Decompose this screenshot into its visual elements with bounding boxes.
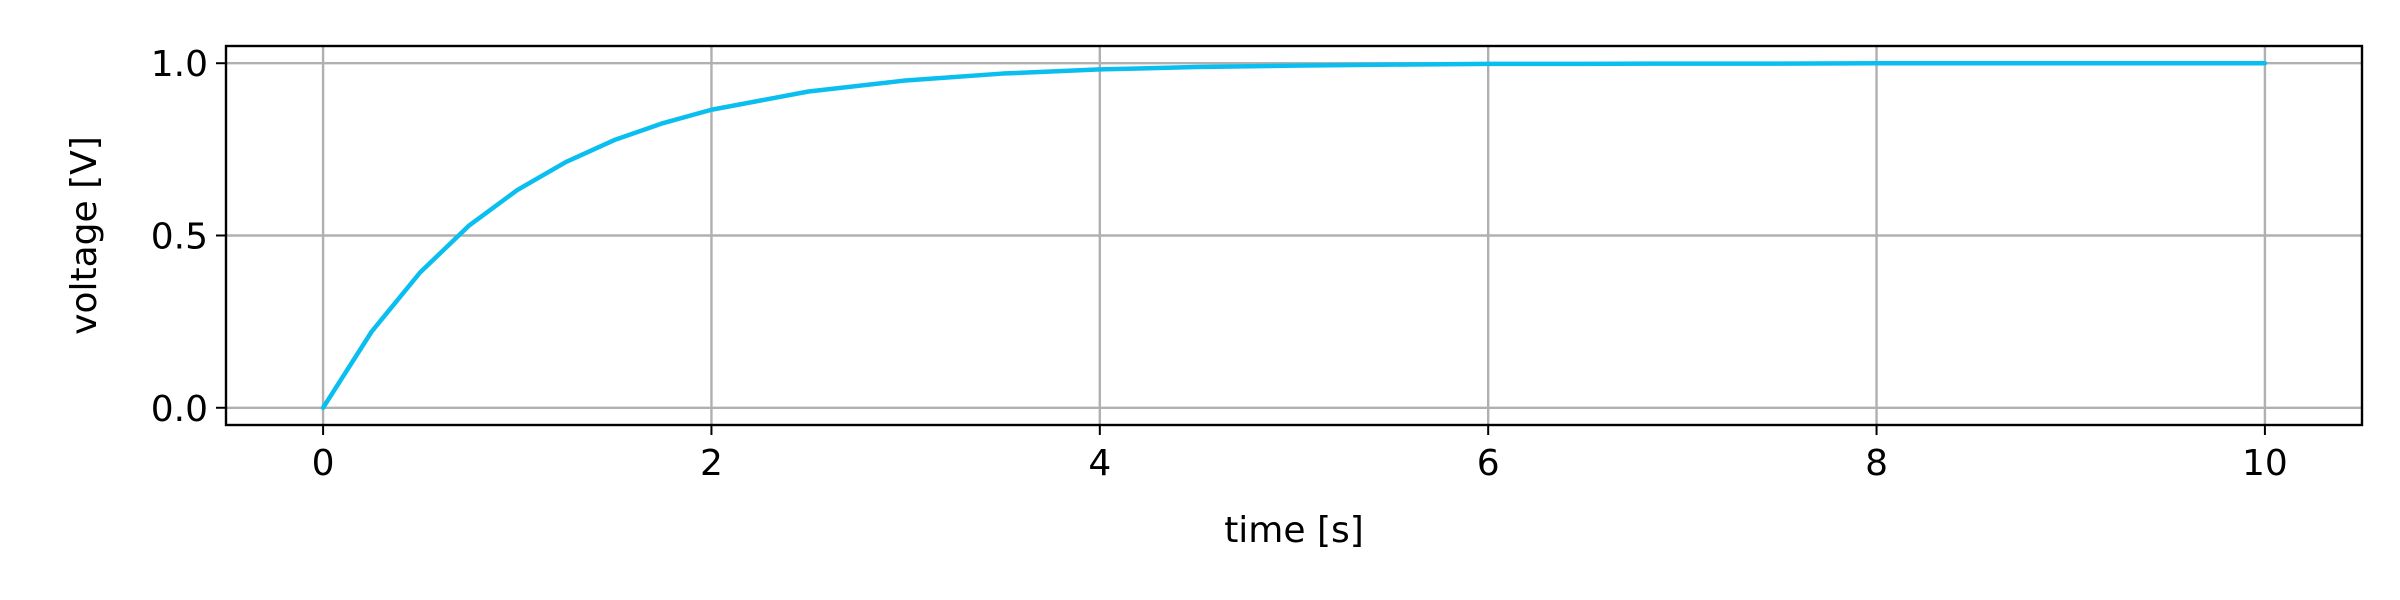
- x-tick-label: 2: [700, 443, 723, 484]
- x-tick-label: 0: [312, 443, 335, 484]
- grid: [226, 46, 2362, 425]
- x-tick-label: 4: [1088, 443, 1111, 484]
- x-tick-label: 8: [1865, 443, 1888, 484]
- y-tick-label: 1.0: [151, 44, 208, 85]
- series-line: [320, 60, 2268, 411]
- x-axis-label: time [s]: [1224, 510, 1364, 551]
- y-axis-label: voltage [V]: [64, 136, 105, 335]
- x-tick-label: 10: [2242, 443, 2288, 484]
- y-tick-label: 0.5: [151, 217, 208, 258]
- y-tick-label: 0.0: [151, 389, 208, 430]
- series-layer: [320, 60, 2268, 411]
- ticks: 0 2 4 6 8 10 0.0 0.5 1.0: [151, 44, 2288, 484]
- x-tick-label: 6: [1477, 443, 1500, 484]
